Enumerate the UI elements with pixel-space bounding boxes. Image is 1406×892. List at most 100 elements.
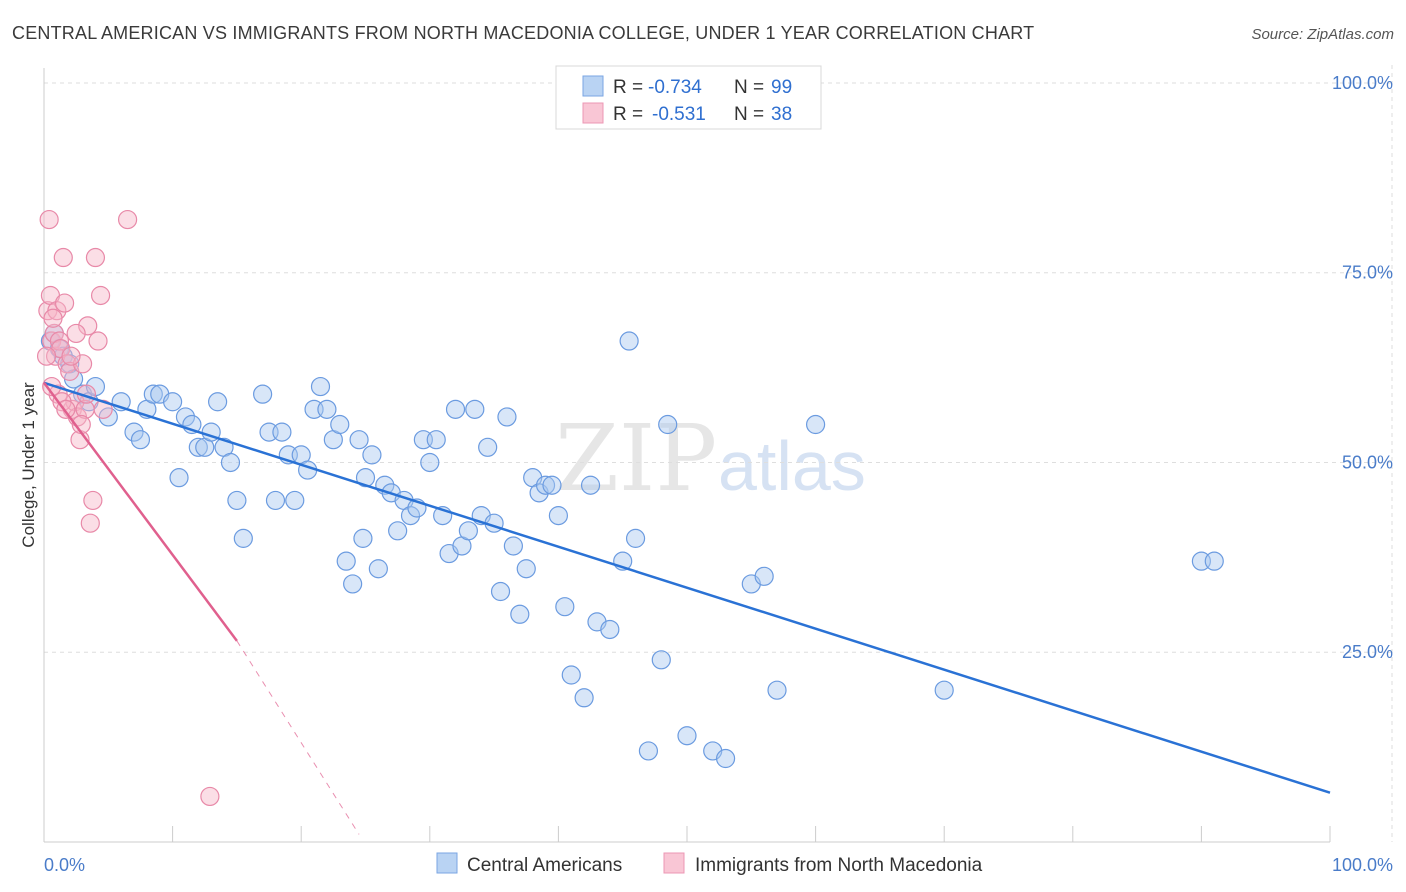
central-americans-point-93 xyxy=(767,680,787,700)
trend-lines xyxy=(42,381,1331,835)
central-americans-point-42 xyxy=(343,574,363,594)
legend-n-label-1: N = xyxy=(734,77,764,98)
central-americans-point-44 xyxy=(353,528,373,548)
central-americans-point-86 xyxy=(651,650,671,670)
central-americans-point-64 xyxy=(478,437,498,457)
central-americans-point-97 xyxy=(1204,551,1224,571)
central-americans-point-50 xyxy=(388,521,408,541)
central-americans-point-84 xyxy=(625,528,646,548)
legend-r-value-2: -0.531 xyxy=(652,104,706,125)
north-macedonia-point-18 xyxy=(78,316,98,336)
north-macedonia-point-9 xyxy=(54,293,75,313)
legend-swatch-north-macedonia xyxy=(582,102,604,124)
central-americans-point-69 xyxy=(510,604,530,624)
y-axis-label: College, Under 1 year xyxy=(19,382,38,548)
trend-line-north-macedonia xyxy=(42,382,238,642)
central-americans-point-56 xyxy=(426,430,446,450)
central-americans-point-30 xyxy=(265,490,286,511)
chart-title: CENTRAL AMERICAN VS IMMIGRANTS FROM NORT… xyxy=(12,23,1034,43)
series-north-macedonia-points xyxy=(36,209,220,807)
central-americans-point-59 xyxy=(445,399,466,419)
north-macedonia-point-19 xyxy=(80,513,100,533)
central-americans-point-74 xyxy=(542,475,562,495)
central-americans-point-76 xyxy=(555,597,575,617)
north-macedonia-point-26 xyxy=(43,308,63,328)
legend-r-label-1: R = xyxy=(613,77,643,98)
north-macedonia-point-20 xyxy=(83,490,103,511)
central-americans-point-52 xyxy=(400,506,421,526)
central-americans-point-46 xyxy=(362,445,382,465)
series-central-americans-points xyxy=(40,323,1224,769)
north-macedonia-point-25 xyxy=(39,209,59,230)
watermark-zip: ZIP xyxy=(555,405,717,512)
central-americans-point-61 xyxy=(458,521,478,541)
legend-r-label-2: R = xyxy=(613,104,643,125)
central-americans-point-95 xyxy=(934,680,954,700)
central-americans-point-90 xyxy=(715,748,736,769)
north-macedonia-point-31 xyxy=(66,323,86,344)
trend-line-central-americans xyxy=(43,381,1331,794)
axes xyxy=(43,68,1331,843)
central-americans-point-85 xyxy=(638,741,659,761)
legend-n-value-2: 38 xyxy=(771,104,792,125)
y-tick-label-2: 50.0% xyxy=(1342,452,1393,472)
north-macedonia-point-22 xyxy=(88,331,108,351)
central-americans-point-25 xyxy=(220,452,241,473)
north-macedonia-point-35 xyxy=(200,786,220,807)
legend-n-value-1: 99 xyxy=(771,77,792,98)
central-americans-point-16 xyxy=(163,392,183,412)
central-americans-point-70 xyxy=(516,559,536,579)
north-macedonia-point-37 xyxy=(42,376,62,397)
x-tick-label-1: 100.0% xyxy=(1332,855,1393,875)
central-americans-point-78 xyxy=(574,688,594,708)
north-macedonia-point-21 xyxy=(85,247,106,268)
central-americans-point-31 xyxy=(272,422,292,442)
central-americans-point-41 xyxy=(336,551,356,571)
y-tick-label-1: 75.0% xyxy=(1342,263,1393,283)
legend-r-value-1: -0.734 xyxy=(648,77,702,98)
central-americans-point-26 xyxy=(227,490,247,511)
bottom-legend-swatch-north-macedonia xyxy=(663,852,685,874)
trend-line-north-macedonia-extension xyxy=(236,640,360,835)
central-americans-point-45 xyxy=(355,468,376,488)
central-americans-point-37 xyxy=(310,376,331,397)
north-macedonia-point-34 xyxy=(117,209,138,230)
central-americans-point-38 xyxy=(317,399,337,419)
watermark: ZIP atlas xyxy=(555,405,866,512)
central-americans-point-73 xyxy=(535,475,556,495)
central-americans-point-11 xyxy=(124,422,144,442)
x-tick-label-0: 0.0% xyxy=(44,855,85,875)
central-americans-point-77 xyxy=(561,665,581,685)
central-americans-point-94 xyxy=(805,414,826,435)
central-americans-point-92 xyxy=(754,566,774,586)
central-americans-point-55 xyxy=(420,452,440,473)
legend-swatch-central-americans xyxy=(582,75,604,97)
central-americans-point-83 xyxy=(619,331,639,351)
legend-n-label-2: N = xyxy=(734,104,764,125)
north-macedonia-point-30 xyxy=(61,346,81,366)
central-americans-point-28 xyxy=(253,384,273,404)
chart-source: Source: ZipAtlas.com xyxy=(1251,26,1394,43)
bottom-legend: Central Americans Immigrants from North … xyxy=(436,852,983,876)
north-macedonia-point-6 xyxy=(49,331,70,351)
north-macedonia-point-16 xyxy=(72,354,93,374)
central-americans-point-88 xyxy=(677,726,697,746)
y-tick-label-0: 100.0% xyxy=(1332,73,1393,93)
stats-legend: R = -0.734 N = 99 R = -0.531 N = 38 xyxy=(555,65,822,130)
central-americans-point-40 xyxy=(330,414,350,435)
central-americans-point-17 xyxy=(169,468,189,488)
central-americans-point-27 xyxy=(233,528,253,548)
central-americans-point-14 xyxy=(143,384,163,404)
central-americans-point-18 xyxy=(175,407,196,427)
central-americans-point-68 xyxy=(503,536,523,556)
central-americans-point-33 xyxy=(285,490,305,511)
watermark-atlas: atlas xyxy=(718,427,866,505)
central-americans-point-66 xyxy=(490,581,511,602)
north-macedonia-point-23 xyxy=(90,285,111,306)
central-americans-point-79 xyxy=(580,475,601,495)
central-americans-point-23 xyxy=(208,392,228,412)
central-americans-point-47 xyxy=(368,559,388,579)
central-americans-point-67 xyxy=(497,407,517,427)
north-macedonia-point-36 xyxy=(36,346,57,366)
